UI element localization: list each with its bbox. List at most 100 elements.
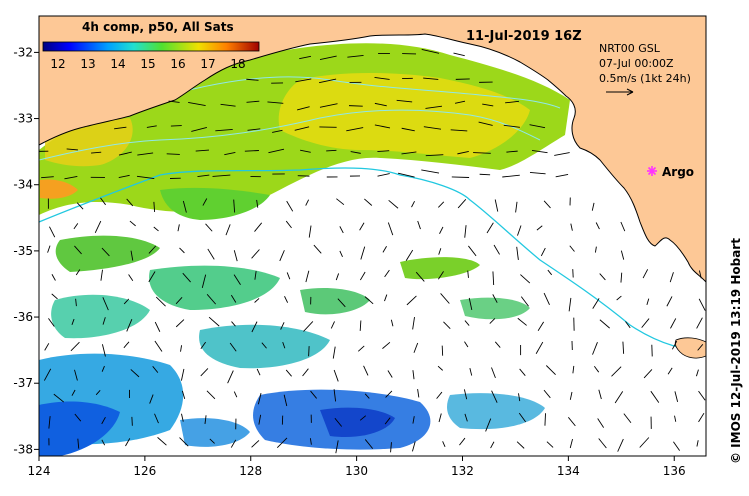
current-vector [517,317,527,326]
current-vector [546,441,554,448]
current-vector [246,78,259,81]
sst-patch-mid-7 [460,297,530,320]
current-vector [166,153,180,155]
current-vector [101,439,106,446]
current-vector [489,318,496,324]
current-vector [425,105,443,109]
current-vector [333,369,339,382]
current-vector [671,340,678,350]
current-vector [299,55,312,60]
current-vector [282,341,286,349]
argo-marker-icon [647,166,657,176]
current-vector [272,129,283,133]
credit-label: © IMOS 12-Jul-2019 13:19 Hobart [729,238,743,464]
current-vector [536,225,543,231]
current-vector [625,321,631,329]
sst-cold-south-3 [447,393,545,430]
current-vector [494,199,499,212]
current-vector [598,389,602,400]
current-vector [285,369,292,377]
current-vector [390,442,392,453]
current-vector [506,150,518,153]
current-vector [620,250,625,260]
current-vector [384,417,391,425]
current-vector [256,368,261,376]
current-vector [130,250,134,261]
current-vector [284,296,289,303]
current-vector [364,198,373,206]
colorbar-ticks: 12 13 14 15 16 17 18 [50,57,245,71]
current-vector [114,126,127,130]
current-vector [71,389,76,396]
current-vector [518,393,521,402]
current-vector [359,271,366,281]
current-vector [330,321,335,329]
current-vector [518,412,526,423]
current-vector [101,365,105,372]
current-vector [153,201,156,213]
current-vector [319,103,338,108]
current-vector [412,416,415,424]
current-vector [599,319,610,329]
longitude-axis: 124 126 128 130 132 134 136 [28,456,686,478]
current-vector [442,441,446,448]
current-vector [77,438,80,449]
current-vector [91,151,102,154]
current-vector [396,99,413,103]
current-vector [348,105,363,107]
current-vector [313,244,322,254]
current-vector [334,417,343,427]
current-vector [318,78,337,84]
current-vector [425,154,444,157]
current-vector [118,174,130,179]
current-vector [251,249,260,259]
current-vector [698,298,706,311]
current-vector [257,393,262,405]
colorbar-tick-label: 16 [170,57,185,71]
current-vector [209,438,215,444]
colorbar-tick-label: 14 [110,57,125,71]
current-vector [412,370,415,380]
current-vector [205,223,213,232]
current-vector [261,342,267,349]
current-vector [66,148,78,151]
current-vector [75,298,77,307]
current-vector [148,271,156,283]
current-vector [642,269,649,279]
current-vector [502,174,520,178]
current-vector [126,319,133,332]
current-vector [531,150,548,154]
current-vector [364,296,374,305]
current-vector [457,151,469,155]
current-vector [593,365,600,373]
current-vector [195,149,210,152]
current-vector [543,389,551,399]
colorbar-tick-label: 12 [50,57,65,71]
current-vector [229,342,237,352]
current-vector [374,124,391,129]
current-vector [148,245,157,254]
current-vector [568,297,572,312]
current-vector [364,393,370,399]
lat-tick-label: -38 [13,442,33,456]
current-vector [154,413,159,424]
lat-tick-label: -35 [13,244,33,258]
sst-orange-patch [40,179,78,199]
current-vector [47,245,51,253]
current-vector [181,390,186,400]
current-vector [251,321,258,333]
current-vector [382,341,391,349]
current-vector [207,248,215,260]
current-vector [468,245,477,257]
current-vector [200,368,209,377]
current-vector [397,172,415,178]
current-vector [137,152,154,156]
current-vector [346,127,364,132]
current-vector [669,272,674,283]
current-vector [377,150,390,153]
current-vector [155,296,166,307]
current-vector [149,394,154,404]
current-vector [333,389,337,402]
current-vector [438,248,442,255]
current-vector [94,220,102,233]
